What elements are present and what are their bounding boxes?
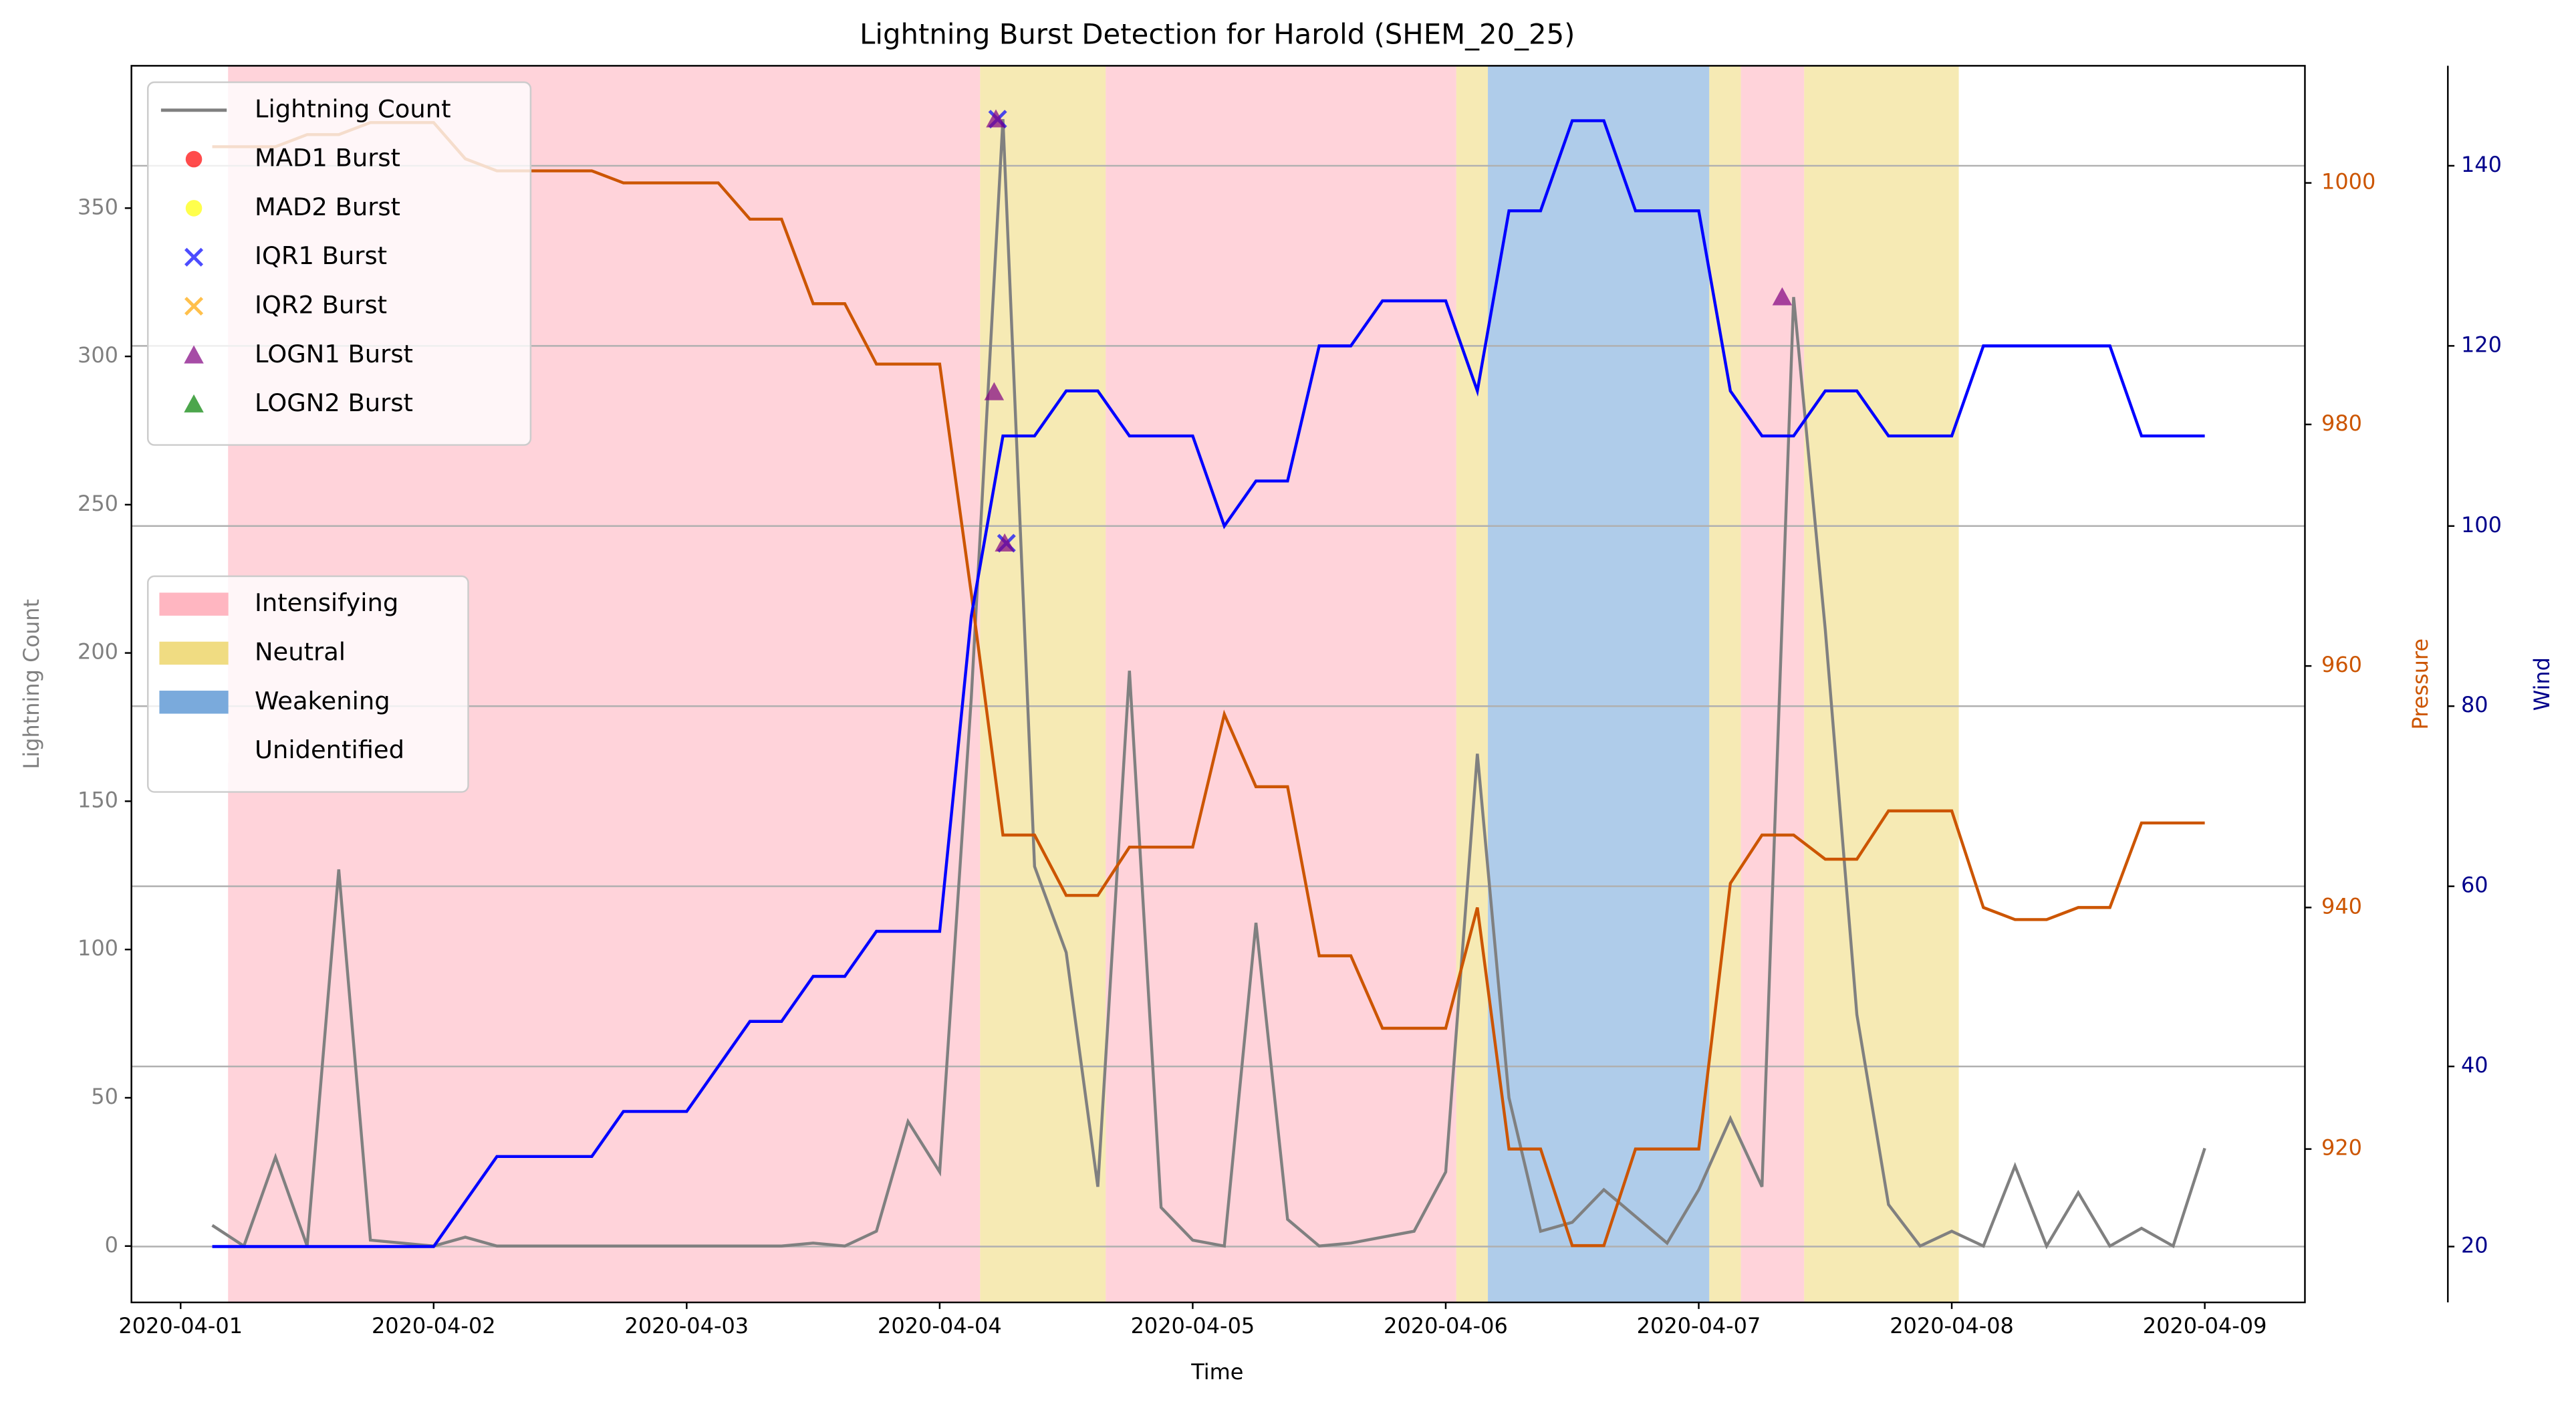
y-axis-label: Lightning Count xyxy=(19,599,44,770)
chart-title: Lightning Burst Detection for Harold (SH… xyxy=(860,18,1575,51)
x-tick-label: 2020-04-01 xyxy=(118,1313,243,1338)
legend-label: MAD2 Burst xyxy=(255,193,400,221)
legend-patch xyxy=(159,592,229,616)
burst-marker xyxy=(1772,287,1793,306)
legend-label: Weakening xyxy=(255,687,390,715)
phase-legend: Intensifying Neutral Weakening Unidentified xyxy=(146,575,469,793)
x-tick-label: 2020-04-06 xyxy=(1384,1313,1508,1338)
x-tick-label: 2020-04-02 xyxy=(372,1313,496,1338)
phase-span xyxy=(1488,66,1710,1303)
legend-marker xyxy=(184,345,204,364)
legend-label: Unidentified xyxy=(255,735,404,764)
burst-marker xyxy=(995,533,1015,552)
y2-tick-label: 940 xyxy=(2321,893,2362,919)
y3-tick-label: 40 xyxy=(2461,1052,2488,1078)
y-tick-label: 200 xyxy=(78,639,118,665)
legend-marker xyxy=(184,247,204,267)
wind-line xyxy=(212,119,2205,1248)
phase-span xyxy=(1741,66,1805,1303)
legend-label: LOGN1 Burst xyxy=(255,340,413,368)
y-tick-label: 150 xyxy=(78,787,118,812)
pressure-line xyxy=(212,121,2205,1248)
y3-tick-label: 120 xyxy=(2461,332,2502,357)
legend-label: Lightning Count xyxy=(255,94,451,123)
legend-label: IQR2 Burst xyxy=(255,290,387,319)
y3-tick-label: 60 xyxy=(2461,872,2488,898)
legend-label: LOGN2 Burst xyxy=(255,388,413,417)
y-tick-label: 50 xyxy=(91,1084,118,1109)
legend-marker xyxy=(184,296,204,316)
legend-box xyxy=(146,575,469,793)
lightning-line xyxy=(211,119,2206,1250)
y3-tick-label: 100 xyxy=(2461,512,2502,538)
y3-tick-label: 140 xyxy=(2461,152,2502,177)
y-tick-label: 350 xyxy=(78,194,118,219)
y-tick-label: 300 xyxy=(78,342,118,368)
x-tick-label: 2020-04-08 xyxy=(1890,1313,2014,1338)
burst-marker xyxy=(986,109,1006,128)
phase-span xyxy=(1804,66,1959,1303)
legend-patch xyxy=(159,691,229,714)
x-tick-label: 2020-04-05 xyxy=(1131,1313,1255,1338)
x-tick-label: 2020-04-04 xyxy=(878,1313,1002,1338)
legend-marker xyxy=(185,150,203,168)
legend-label: Neutral xyxy=(255,637,346,666)
phase-span xyxy=(1456,66,1489,1303)
x-tick-label: 2020-04-09 xyxy=(2143,1313,2267,1338)
y3-tick-label: 80 xyxy=(2461,692,2488,717)
y2-tick-label: 980 xyxy=(2321,411,2362,436)
x-tick-label: 2020-04-07 xyxy=(1637,1313,1761,1338)
y2-axis-label: Pressure xyxy=(2408,638,2433,730)
legend-marker xyxy=(184,394,204,413)
y-tick-label: 100 xyxy=(78,935,118,961)
y2-tick-label: 960 xyxy=(2321,652,2362,677)
x-tick-label: 2020-04-03 xyxy=(625,1313,749,1338)
legend-label: Intensifying xyxy=(255,588,398,617)
legend-patch xyxy=(159,739,229,763)
phase-span xyxy=(1709,66,1741,1303)
legend-label: MAD1 Burst xyxy=(255,144,400,172)
legend-patch xyxy=(159,641,229,665)
legend-box xyxy=(146,81,532,446)
legend-label: IQR1 Burst xyxy=(255,241,387,270)
burst-legend: Lightning Count MAD1 Burst MAD2 Burst IQR1 … xyxy=(146,81,532,446)
burst-marker xyxy=(984,382,1005,400)
y3-axis-label: Wind xyxy=(2529,657,2555,711)
x-axis-label: Time xyxy=(1190,1359,1243,1385)
y-tick-label: 250 xyxy=(78,491,118,516)
y3-tick-label: 20 xyxy=(2461,1233,2488,1258)
y-tick-label: 0 xyxy=(105,1232,118,1258)
plot-frame xyxy=(130,65,2306,1304)
y2-tick-label: 920 xyxy=(2321,1135,2362,1161)
phase-span xyxy=(980,66,1106,1303)
legend-marker xyxy=(185,200,203,217)
y2-tick-label: 1000 xyxy=(2321,169,2375,195)
phase-span xyxy=(1106,66,1456,1303)
